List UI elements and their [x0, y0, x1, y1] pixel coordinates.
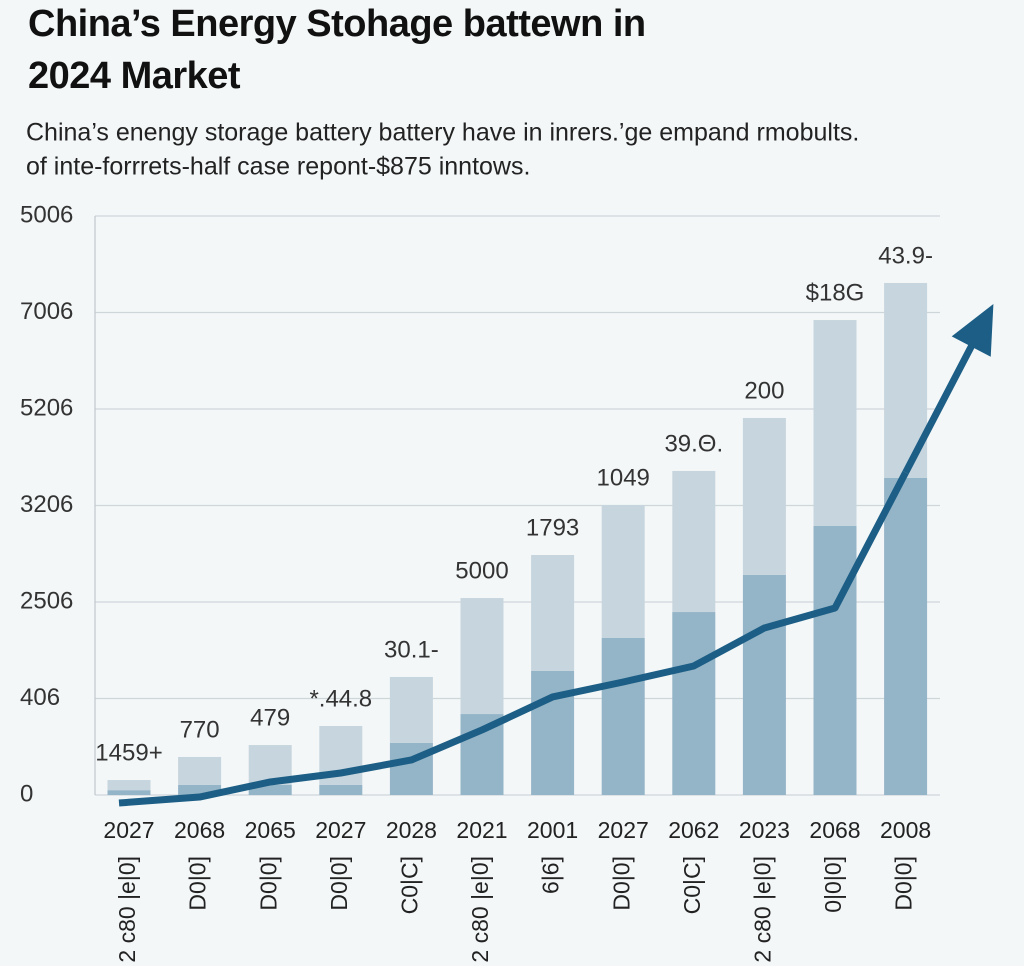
bar-segment [813, 320, 857, 526]
bar-segment [460, 598, 504, 715]
subtitle: of inte-forrrets-half case repont-$875 i… [26, 153, 530, 181]
bar-annotation: 39.Θ. [664, 430, 723, 457]
x-sublabel: D0|0] [608, 856, 634, 911]
x-sublabel: 2 c80 |e|0] [467, 856, 493, 963]
bar-annotation: 43.9- [878, 242, 933, 269]
x-sublabel: 2 c80 |e|0] [749, 856, 775, 963]
y-tick-label: 0 [20, 780, 33, 807]
x-tick-label: 2068 [174, 817, 225, 843]
bar-segment [742, 574, 786, 795]
y-tick-label: 2506 [20, 587, 73, 614]
bar-annotation: 479 [250, 704, 290, 731]
bar-segment [248, 784, 292, 795]
bar-annotation: 1459+ [95, 739, 162, 766]
x-tick-label: 2023 [739, 817, 790, 843]
x-tick-label: 2027 [598, 817, 649, 843]
trend-line [118, 470, 909, 807]
x-sublabel: D0|0] [891, 856, 917, 911]
chart-title: 2024 Market [28, 55, 241, 97]
bar-segment [884, 477, 928, 795]
y-tick-label: 406 [20, 684, 60, 711]
x-tick-label: 2028 [386, 817, 437, 843]
x-tick-label: 2027 [103, 817, 154, 843]
x-tick-label: 2021 [456, 817, 507, 843]
x-sublabel: C0|C] [679, 856, 705, 914]
bar-annotation: 1793 [526, 514, 579, 541]
x-tick-label: 2001 [527, 817, 578, 843]
x-tick-label: 2068 [809, 817, 860, 843]
bar-annotation: 770 [180, 716, 220, 743]
y-tick-label: 3206 [20, 491, 73, 518]
x-tick-label: 2065 [245, 817, 296, 843]
x-tick-label: 2062 [668, 817, 719, 843]
bar-segment [107, 790, 151, 795]
x-sublabel: D0|0] [326, 856, 352, 911]
bar-segment [178, 756, 222, 785]
y-tick-label: 5206 [20, 394, 73, 421]
x-tick-label: 2027 [315, 817, 366, 843]
bar-annotation: *.44.8 [309, 685, 372, 712]
bar-annotation: 5000 [455, 557, 508, 584]
x-sublabel: D0|0] [255, 856, 281, 911]
x-sublabel: 2 c80 |e|0] [114, 856, 140, 963]
bar-segment [742, 417, 786, 575]
arrow-head [951, 304, 994, 357]
bar-segment [672, 612, 716, 795]
bar-annotation: 30.1- [384, 636, 439, 663]
bar-segment [601, 505, 645, 638]
x-tick-label: 2008 [880, 817, 931, 843]
x-sublabel: D0|0] [185, 856, 211, 911]
subtitle: China’s enengy storage battery battery h… [26, 119, 859, 147]
bar-segment [531, 555, 575, 671]
bar-segment [531, 670, 575, 795]
bar-segment [389, 676, 433, 743]
y-tick-label: 5006 [20, 201, 73, 228]
y-tick-label: 7006 [20, 298, 73, 325]
bar-annotation: $18G [806, 279, 865, 306]
x-sublabel: 6|6] [538, 856, 564, 894]
bar-segment [672, 470, 716, 613]
arrow-shaft [902, 320, 988, 475]
bar-segment [107, 780, 151, 791]
bar-segment [319, 784, 363, 795]
bar-annotation: 1049 [597, 464, 650, 491]
chart-title: China’s Energy Stohage battewn in [28, 3, 646, 45]
bar-segment [813, 525, 857, 795]
bar-segment [178, 784, 222, 795]
bar-segment [601, 637, 645, 795]
x-sublabel: C0|C] [396, 856, 422, 914]
x-sublabel: 0|0|0] [820, 856, 846, 913]
bar-annotation: 200 [744, 377, 784, 404]
